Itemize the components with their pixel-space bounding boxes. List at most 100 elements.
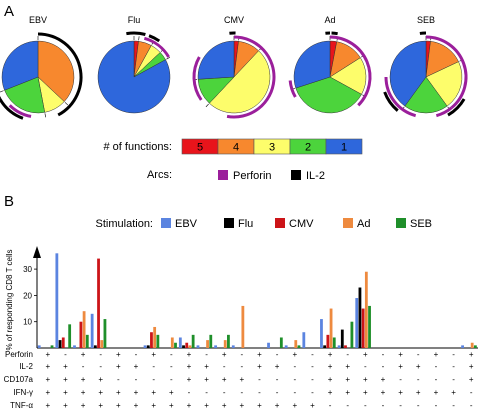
stimulation-swatch-ad	[343, 218, 353, 228]
grid-cell: -	[293, 375, 296, 384]
perforin-arc	[384, 76, 417, 118]
grid-cell: -	[241, 350, 244, 359]
grid-cell: +	[187, 350, 192, 359]
bar-seb-18	[368, 305, 371, 348]
pie-tick	[0, 90, 4, 93]
bar-flu-18	[358, 287, 362, 348]
grid-cell: +	[134, 388, 139, 397]
perforin-arc-swatch	[218, 170, 228, 180]
grid-cell: +	[292, 401, 297, 410]
grid-cell: +	[398, 350, 403, 359]
perforin-arc	[226, 35, 276, 119]
pie-slice-ebv-4	[37, 40, 75, 102]
stimulation-swatch-ebv	[161, 218, 171, 228]
grid-cell: +	[187, 375, 192, 384]
pie-slice-cmv-3	[209, 50, 271, 114]
bar-ad-24	[470, 342, 474, 348]
grid-cell: +	[434, 388, 439, 397]
pie-title-cmv: CMV	[224, 15, 244, 25]
il2-arc	[447, 98, 466, 117]
stimulation-label-seb: SEB	[410, 218, 432, 230]
bar-cmv-16	[326, 334, 330, 348]
bar-seb-7	[174, 342, 177, 348]
perforin-arc	[425, 35, 468, 109]
function-label-2: 2	[305, 142, 311, 154]
pie-title-seb: SEB	[417, 15, 435, 25]
grid-cell: +	[345, 375, 350, 384]
bar-ebv-14	[284, 345, 288, 348]
grid-cell: -	[170, 375, 173, 384]
grid-cell: -	[135, 375, 138, 384]
grid-cell: +	[45, 375, 50, 384]
bar-seb-1	[68, 324, 72, 348]
perforin-arc	[329, 35, 372, 107]
bar-cmv-3	[97, 258, 100, 348]
stimulation-swatch-seb	[396, 218, 406, 228]
grid-cell: -	[364, 401, 367, 410]
grid-cell: +	[81, 375, 86, 384]
grid-cell: -	[452, 375, 455, 384]
pie-slice-cmv-1	[197, 40, 235, 80]
bar-seb-0	[50, 345, 54, 348]
grid-cell: -	[223, 388, 226, 397]
grid-cell: +	[222, 401, 227, 410]
y-tick-label: 20	[23, 291, 32, 300]
grid-cell: -	[435, 375, 438, 384]
grid-cell: -	[311, 350, 314, 359]
row-label-3: IFN-γ	[13, 388, 33, 397]
bar-ebv-0	[37, 345, 41, 348]
stimulation-legend-title: Stimulation:	[96, 218, 153, 230]
grid-cell: -	[470, 401, 473, 410]
pie-title-ad: Ad	[324, 15, 335, 25]
grid-cell: +	[345, 362, 350, 371]
grid-cell: +	[257, 362, 262, 371]
bar-ad-18	[364, 271, 368, 348]
bar-ad-14	[294, 340, 298, 348]
bar-cmv-2	[79, 321, 83, 348]
grid-cell: -	[311, 362, 314, 371]
grid-cell: -	[82, 362, 85, 371]
grid-cell: +	[116, 362, 121, 371]
perforin-arc	[435, 106, 453, 118]
bar-flu-17	[340, 329, 344, 348]
grid-cell: +	[81, 401, 86, 410]
stimulation-label-ebv: EBV	[175, 218, 198, 230]
grid-cell: +	[116, 388, 121, 397]
bar-seb-8	[191, 334, 195, 348]
grid-cell: +	[45, 362, 50, 371]
row-label-1: IL-2	[19, 362, 33, 371]
perforin-arc-label: Perforin	[233, 170, 272, 182]
grid-cell: -	[452, 350, 455, 359]
grid-cell: +	[45, 350, 50, 359]
bar-seb-17	[350, 321, 354, 348]
bar-ebv-1	[55, 253, 59, 348]
grid-cell: +	[169, 401, 174, 410]
pie-tick	[64, 102, 69, 106]
grid-cell: -	[346, 401, 349, 410]
grid-cell: +	[275, 401, 280, 410]
bar-seb-16	[332, 337, 336, 348]
bar-seb-10	[227, 334, 230, 348]
grid-cell: -	[417, 401, 420, 410]
bar-ad-9	[206, 340, 209, 348]
grid-cell: +	[63, 401, 68, 410]
bar-chart: 10 20 30	[23, 246, 478, 349]
grid-cell: +	[81, 350, 86, 359]
pie-slice-seb-3	[425, 61, 463, 107]
grid-cell: -	[382, 350, 385, 359]
row-label-0: Perforin	[5, 350, 33, 359]
bar-cmv-17	[344, 345, 347, 348]
pie-tick	[166, 56, 171, 60]
grid-cell: +	[398, 388, 403, 397]
grid-cell: -	[64, 350, 67, 359]
il2-arc	[0, 98, 24, 120]
grid-cell: +	[469, 350, 474, 359]
grid-cell: -	[382, 362, 385, 371]
grid-cell: +	[363, 375, 368, 384]
function-swatch-1	[325, 138, 363, 155]
grid-cell: +	[204, 375, 209, 384]
panel-a-label: A	[4, 3, 14, 20]
stimulation-legend: EBV Flu CMV Ad SEB	[161, 218, 432, 230]
grid-cell: +	[363, 350, 368, 359]
bar-ebv-18	[355, 298, 359, 348]
